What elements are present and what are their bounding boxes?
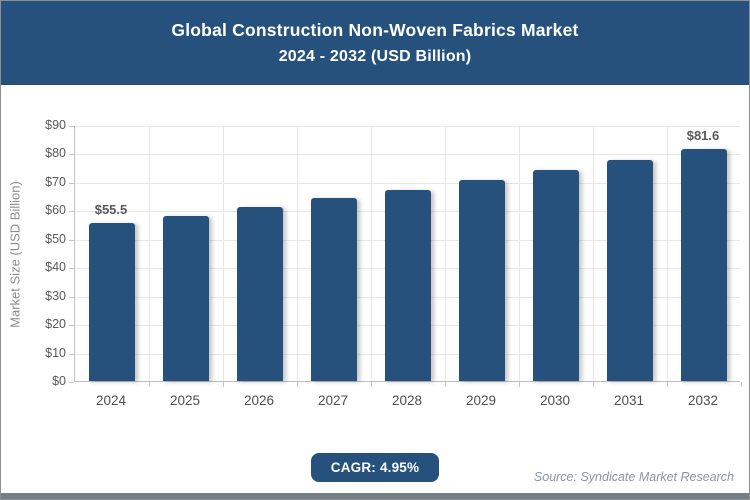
y-tick-label: $70 [45, 174, 66, 189]
x-axis-tick [667, 382, 668, 387]
bar-2029 [459, 179, 505, 381]
bar-value-label: $55.5 [94, 202, 128, 218]
y-axis-title: Market Size (USD Billion) [7, 181, 23, 328]
x-axis-tick [519, 382, 520, 387]
y-axis-tick [69, 182, 74, 184]
y-gridline [75, 154, 740, 156]
y-axis-tick [69, 382, 74, 383]
y-gridline [75, 182, 740, 184]
x-tick-label-2030: 2030 [539, 393, 571, 408]
y-axis-tick [69, 268, 74, 270]
bar-2028 [385, 189, 431, 381]
chart-title-line2: 2024 - 2032 (USD Billion) [278, 48, 472, 65]
x-gridline [445, 126, 446, 381]
y-axis-tick [69, 325, 74, 327]
y-axis-tick [69, 154, 74, 156]
x-axis-tick [297, 382, 298, 387]
y-axis-tick [69, 296, 74, 298]
x-gridline [593, 126, 594, 381]
y-axis-tick [69, 211, 74, 213]
x-axis-tick [593, 382, 594, 387]
y-tick-label: $20 [45, 317, 66, 332]
x-tick-label-2024: 2024 [95, 393, 127, 408]
source-credit: Source: Syndicate Market Research [533, 470, 734, 484]
x-axis-tick [445, 382, 446, 387]
cagr-badge: CAGR: 4.95% [310, 452, 440, 482]
x-tick-label-2031: 2031 [613, 393, 645, 408]
chart-header: Global Construction Non-Woven Fabrics Ma… [1, 1, 749, 85]
bar-2031 [607, 159, 653, 381]
x-axis-tick [149, 382, 150, 387]
chart-title-line1: Global Construction Non-Woven Fabrics Ma… [171, 20, 579, 40]
bar-value-label: $81.6 [686, 127, 720, 143]
bar-2032 [681, 148, 727, 381]
bar-2025 [163, 215, 209, 381]
bar-2024 [89, 223, 135, 381]
y-tick-label: $40 [45, 260, 66, 275]
x-axis-tick [741, 382, 742, 387]
x-tick-label-2028: 2028 [391, 393, 423, 408]
x-gridline [519, 126, 520, 381]
x-tick-label-2029: 2029 [465, 393, 497, 408]
y-gridline [75, 126, 740, 127]
x-gridline [149, 126, 150, 381]
y-tick-label: $90 [45, 118, 66, 132]
x-axis-tick [371, 382, 372, 387]
x-tick-label-2032: 2032 [687, 393, 719, 408]
bar-2026 [237, 207, 283, 381]
y-axis-tick [69, 239, 74, 241]
bar-2030 [533, 169, 579, 381]
x-tick-label-2027: 2027 [317, 393, 349, 408]
y-tick-label: $30 [45, 288, 66, 303]
plot-area [69, 126, 742, 387]
y-tick-label: $10 [45, 345, 66, 360]
x-gridline [223, 126, 224, 381]
chart-area: Market Size (USD Billion) $0 $10 $20 $30 $40… [1, 85, 749, 445]
bar-2027 [311, 198, 357, 381]
x-gridline [667, 126, 668, 381]
y-axis-tick [69, 126, 74, 127]
x-gridline [297, 126, 298, 381]
x-axis-tick [223, 382, 224, 387]
x-tick-label-2025: 2025 [169, 393, 201, 408]
y-axis-tick [69, 353, 74, 355]
y-tick-label: $80 [45, 146, 66, 161]
x-tick-label-2026: 2026 [243, 393, 275, 408]
bottom-strip [1, 493, 749, 499]
y-tick-label: $0 [52, 374, 66, 388]
x-gridline [371, 126, 372, 381]
chart-footer: CAGR: 4.95% Source: Syndicate Market Res… [1, 445, 749, 493]
y-tick-label: $50 [45, 231, 66, 246]
y-tick-label: $60 [45, 203, 66, 218]
